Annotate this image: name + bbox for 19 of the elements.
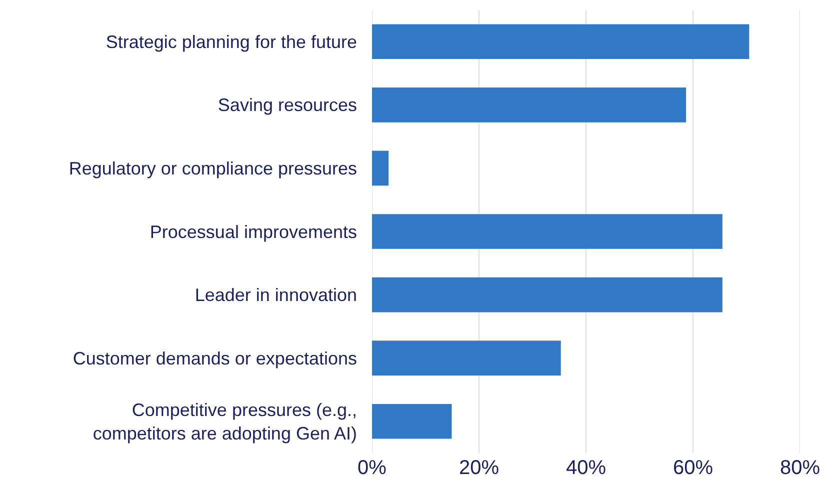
bar xyxy=(372,24,750,60)
bar xyxy=(372,88,686,122)
y-tick-label: Leader in innovation xyxy=(194,285,357,306)
x-tick-label: 20% xyxy=(458,457,500,479)
y-tick-label: Customer demands or expectations xyxy=(72,348,357,368)
x-tick-label: 80% xyxy=(780,457,820,479)
x-tick-label: 40% xyxy=(566,457,606,479)
bar xyxy=(372,150,389,186)
y-tick-label: Saving resources xyxy=(218,95,357,116)
bar xyxy=(372,340,561,376)
x-tick-label: 60% xyxy=(672,457,714,479)
bar xyxy=(372,404,452,439)
y-tick-label: Competitive pressures (e.g., competitors are adopting Gen AI) xyxy=(92,400,357,444)
y-tick-label: Regulatory or compliance pressures xyxy=(68,158,357,179)
bar xyxy=(372,277,722,312)
y-tick-label: Processual improvements xyxy=(150,222,357,242)
x-tick-label: 0% xyxy=(358,457,387,479)
y-tick-label: Strategic planning for the future xyxy=(106,32,357,52)
bar xyxy=(372,214,722,249)
